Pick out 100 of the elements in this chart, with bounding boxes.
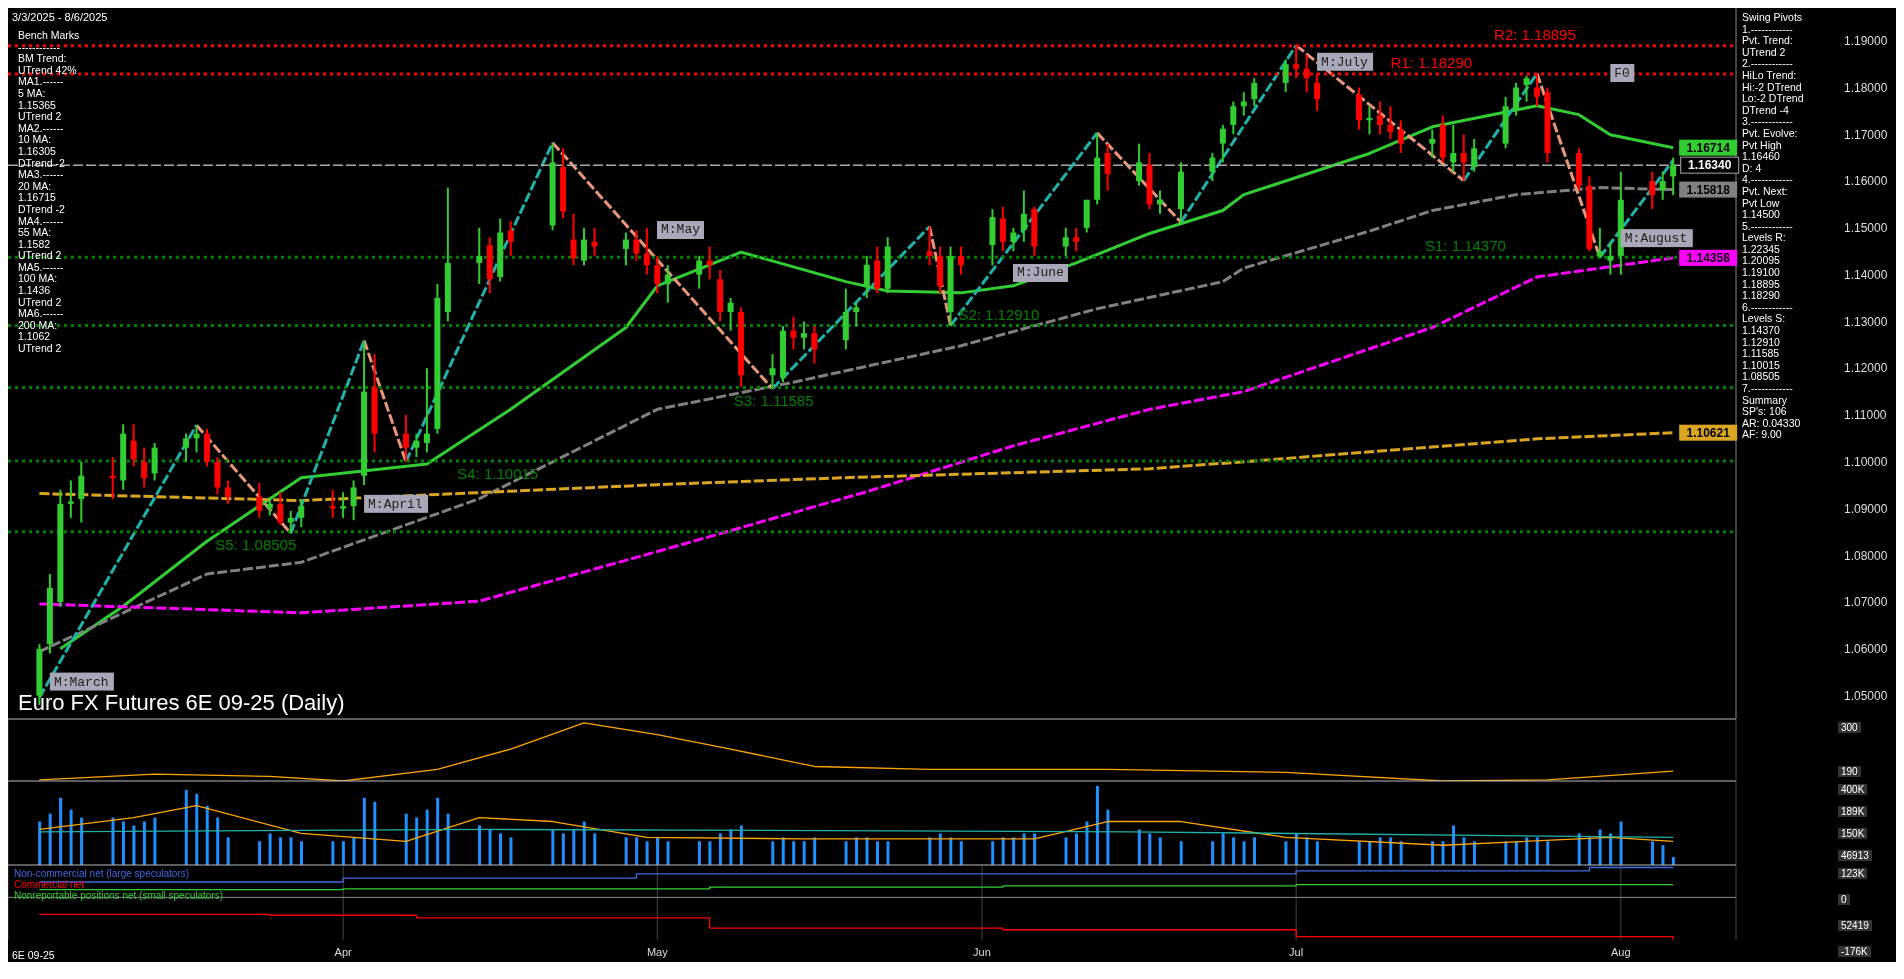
bar [1378,837,1382,865]
bar [1095,785,1099,865]
bar [1001,837,1005,865]
candlestick [633,229,640,262]
candlestick [811,325,818,365]
bar [938,833,942,865]
candlestick [570,212,577,267]
bar [1232,837,1236,865]
bar [1619,821,1623,865]
candlestick [256,481,263,519]
bar [928,837,932,865]
annotation: M:March [53,674,109,690]
bar [1242,841,1246,865]
bar [1357,841,1361,865]
data-label: 1.16714 [1686,140,1731,155]
ref-line-label: S1: 1.14370 [1424,237,1506,255]
x-tick-label: Aug [1611,945,1631,958]
candlestick [1209,152,1216,183]
candlestick [622,231,629,267]
y-tick-label: 1.17000 [1844,127,1888,142]
y-tick-label: 1.18000 [1844,80,1888,95]
text: 46913 [1838,850,1872,861]
bar [865,837,869,865]
bar [1525,837,1529,865]
candlestick [664,264,671,304]
bar [184,789,188,865]
bar [1253,837,1257,865]
ref-line-label: S2: 1.12910 [958,305,1040,323]
candlestick [1670,156,1677,197]
bar [1577,833,1581,865]
bar [1441,841,1445,865]
candlestick [790,315,797,351]
y-tick-label: 1.13000 [1844,314,1888,329]
ref-line-label: S3: 1.11585 [733,391,814,409]
y-tick-label: 1.07000 [1844,595,1888,610]
candlestick [266,495,273,517]
candlestick [287,509,294,535]
text: 52419 [1838,920,1872,931]
candlestick [1230,100,1237,136]
bar [1650,841,1654,865]
candlestick [507,219,514,257]
text: 190 [1838,766,1861,777]
candlestick [643,226,650,276]
bar [59,797,63,865]
text: 123K [1838,868,1868,879]
bar [373,801,377,865]
x-tick-label: Apr [334,945,353,958]
candlestick [402,413,409,463]
bar [478,825,482,865]
bar [1514,841,1518,865]
candlestick [298,498,305,529]
candlestick [67,479,74,519]
bar [362,797,366,865]
bar [1462,837,1466,865]
candlestick [999,205,1006,253]
candlestick [727,297,734,332]
ref-line-label: R2: 1.18895 [1494,25,1576,43]
ref-line-label: R1: 1.18290 [1390,53,1473,71]
bar [425,809,429,865]
annotation: M:April [368,496,423,512]
bar [855,837,859,865]
data-label: 1.14358 [1686,250,1731,265]
bar [1012,837,1016,865]
bar [132,825,136,865]
annotation: M:June [1013,264,1068,282]
candlestick [1251,77,1258,108]
data-label: 1.10621 [1686,425,1731,440]
candlestick [1523,74,1530,103]
candlestick [926,225,933,267]
bar [1033,833,1037,865]
candlestick [1387,105,1394,140]
bar [1022,833,1026,865]
bar [1535,837,1539,865]
candlestick [1219,123,1226,164]
bar [697,841,701,865]
bar [1431,841,1435,865]
candlestick [413,432,420,459]
bar [226,837,230,865]
bar [572,829,576,865]
y-tick-label: 1.15000 [1844,221,1888,236]
bar [48,813,52,865]
bar [111,817,115,865]
candlestick [423,367,430,454]
bar [488,829,492,865]
candlestick [696,254,703,290]
bar [656,837,660,865]
y-tick-label: 1.09000 [1844,501,1888,516]
bar [1221,833,1225,865]
bar [1609,833,1613,865]
bar [279,837,283,865]
bar [352,837,356,865]
candlestick [1659,170,1666,201]
bar [991,841,995,865]
bar [959,841,963,865]
candlestick [863,254,870,300]
bar [1064,837,1068,865]
x-tick-label: May [646,945,669,958]
text: 189K [1838,806,1868,817]
bar [1546,841,1550,865]
candlestick [769,353,776,390]
